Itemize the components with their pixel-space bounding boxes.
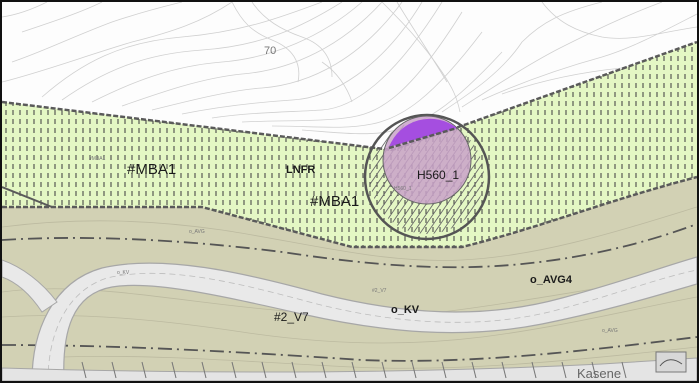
fence-tick — [621, 361, 627, 379]
place-label-kasene: Kasene — [577, 366, 621, 381]
road-label-o-avg4: o_AVG4 — [530, 274, 573, 286]
h560-hazard-cap — [389, 118, 457, 147]
diagonal-hatch-line — [441, 120, 484, 234]
road-label-o-kv: o_KV — [391, 304, 420, 316]
fence-tick — [351, 361, 357, 379]
road-branch — [2, 259, 58, 313]
contour-elevation-label: 70 — [264, 45, 276, 57]
zone-divider — [2, 186, 53, 208]
h560-buffer-outer[interactable] — [363, 113, 491, 241]
diagonal-hatch-line — [448, 120, 484, 234]
fence-tick — [561, 361, 567, 379]
road-kv[interactable] — [31, 256, 697, 381]
zone-label-lnfr: LNFR — [286, 164, 315, 176]
bottom-fence-ticks — [81, 361, 627, 379]
mba1-zone[interactable] — [2, 42, 697, 247]
fence-tick — [441, 361, 447, 379]
fence-tick — [81, 361, 87, 379]
fence-tick — [291, 361, 297, 379]
road-label-v7-small: #2_V7 — [372, 288, 387, 294]
zone-label-mba1-center: #MBA1 — [310, 193, 359, 210]
diagonal-hatch-line — [370, 120, 407, 234]
zone-label-mba1-left: #MBA1 — [127, 161, 176, 178]
fence-tick — [591, 361, 597, 379]
zone-label-mba1-tiny: #MBA1 — [89, 156, 106, 162]
road-label-o-avg-small-1: o_AVG — [189, 229, 205, 235]
fence-tick — [201, 361, 207, 379]
road-area-band — [2, 177, 697, 381]
fence-tick — [471, 361, 477, 379]
fence-tick — [321, 361, 327, 379]
road-label-v7: #2_V7 — [274, 310, 309, 324]
fence-tick — [411, 361, 417, 379]
h560-boundary-segment — [388, 126, 458, 150]
fence-tick — [171, 361, 177, 379]
fence-tick — [381, 361, 387, 379]
fence-tick — [231, 361, 237, 379]
fence-tick — [111, 361, 117, 379]
road-centerline — [47, 269, 697, 381]
plan-boundary-lines — [2, 223, 697, 362]
road-label-kv-small: o_KV — [117, 270, 130, 276]
diagonal-hatch-line — [434, 120, 484, 234]
map-symbol-glyph-icon — [659, 359, 683, 367]
fence-tick — [261, 361, 267, 379]
map-symbol-icon — [655, 351, 687, 373]
fence-tick — [141, 361, 147, 379]
zone-label-h560: H560_1 — [417, 168, 459, 182]
fence-tick — [501, 361, 507, 379]
zone-boundary-line-lower — [2, 175, 697, 249]
zone-boundary-line — [2, 40, 697, 152]
fence-tick — [531, 361, 537, 379]
zone-label-h560-small: H560_1 — [394, 186, 412, 192]
road-label-o-avg-small-2: o_AVG — [602, 328, 618, 334]
diagonal-hatch-line — [427, 120, 484, 234]
